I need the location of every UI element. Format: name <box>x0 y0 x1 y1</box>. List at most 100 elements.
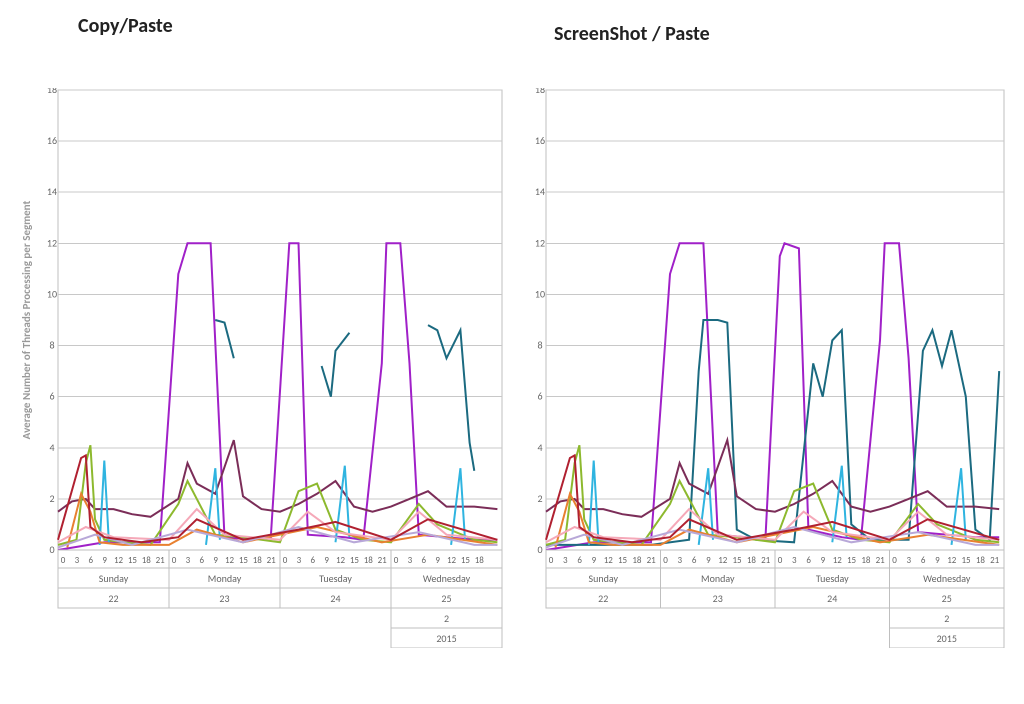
svg-text:18: 18 <box>47 88 57 96</box>
svg-text:25: 25 <box>441 592 451 605</box>
svg-text:18: 18 <box>861 555 871 566</box>
svg-text:10: 10 <box>47 287 57 300</box>
svg-text:9: 9 <box>935 555 940 566</box>
svg-text:Monday: Monday <box>208 572 242 585</box>
page-root: Copy/Paste ScreenShot / Paste 0246810121… <box>0 0 1024 704</box>
series-line <box>428 325 474 471</box>
series-line <box>832 466 846 543</box>
svg-text:9: 9 <box>821 555 826 566</box>
svg-text:12: 12 <box>833 555 843 566</box>
svg-text:12: 12 <box>225 555 235 566</box>
svg-text:0: 0 <box>283 555 288 566</box>
svg-text:15: 15 <box>350 555 360 566</box>
svg-text:23: 23 <box>219 592 229 605</box>
svg-text:12: 12 <box>718 555 728 566</box>
svg-text:21: 21 <box>267 555 277 566</box>
svg-text:6: 6 <box>199 555 204 566</box>
svg-text:18: 18 <box>364 555 374 566</box>
svg-text:14: 14 <box>47 185 57 198</box>
svg-text:Wednesday: Wednesday <box>423 572 471 585</box>
svg-text:6: 6 <box>310 555 315 566</box>
svg-text:3: 3 <box>678 555 683 566</box>
chart-title-left: Copy/Paste <box>78 14 173 38</box>
svg-text:25: 25 <box>942 592 952 605</box>
svg-text:18: 18 <box>535 88 545 96</box>
svg-text:0: 0 <box>892 555 897 566</box>
series-line <box>215 320 234 358</box>
svg-text:3: 3 <box>563 555 568 566</box>
svg-text:22: 22 <box>108 592 118 605</box>
svg-text:0: 0 <box>61 555 66 566</box>
svg-text:8: 8 <box>49 339 54 352</box>
svg-text:6: 6 <box>692 555 697 566</box>
svg-text:9: 9 <box>706 555 711 566</box>
svg-text:21: 21 <box>647 555 657 566</box>
svg-text:8: 8 <box>537 339 542 352</box>
svg-text:21: 21 <box>761 555 771 566</box>
svg-text:14: 14 <box>535 185 545 198</box>
svg-text:6: 6 <box>421 555 426 566</box>
svg-text:Monday: Monday <box>701 572 735 585</box>
svg-text:0: 0 <box>537 543 542 556</box>
svg-text:6: 6 <box>537 390 542 403</box>
svg-text:0: 0 <box>778 555 783 566</box>
svg-text:Sunday: Sunday <box>589 572 619 585</box>
svg-text:3: 3 <box>297 555 302 566</box>
svg-text:12: 12 <box>535 236 545 249</box>
svg-text:0: 0 <box>663 555 668 566</box>
svg-text:16: 16 <box>535 134 545 147</box>
svg-text:9: 9 <box>592 555 597 566</box>
svg-text:Sunday: Sunday <box>99 572 129 585</box>
svg-text:15: 15 <box>128 555 138 566</box>
svg-text:12: 12 <box>604 555 614 566</box>
svg-text:3: 3 <box>408 555 413 566</box>
svg-text:18: 18 <box>632 555 642 566</box>
svg-text:3: 3 <box>907 555 912 566</box>
svg-text:4: 4 <box>49 441 54 454</box>
series-line <box>546 440 999 517</box>
svg-text:15: 15 <box>461 555 471 566</box>
series-line <box>546 509 999 542</box>
svg-text:6: 6 <box>49 390 54 403</box>
svg-text:15: 15 <box>618 555 628 566</box>
svg-text:18: 18 <box>142 555 152 566</box>
series-line <box>336 466 350 543</box>
svg-text:6: 6 <box>921 555 926 566</box>
chart-right: 0246810121416180369121518210369121518210… <box>522 88 1008 648</box>
svg-text:Wednesday: Wednesday <box>923 572 971 585</box>
svg-text:15: 15 <box>733 555 743 566</box>
svg-text:21: 21 <box>876 555 886 566</box>
svg-text:24: 24 <box>330 592 340 605</box>
svg-text:16: 16 <box>47 134 57 147</box>
svg-text:21: 21 <box>990 555 1000 566</box>
svg-text:15: 15 <box>239 555 249 566</box>
svg-text:0: 0 <box>549 555 554 566</box>
svg-text:0: 0 <box>49 543 54 556</box>
svg-text:9: 9 <box>102 555 107 566</box>
series-line <box>58 440 497 517</box>
svg-text:3: 3 <box>186 555 191 566</box>
svg-text:12: 12 <box>336 555 346 566</box>
svg-text:21: 21 <box>378 555 388 566</box>
svg-text:18: 18 <box>475 555 485 566</box>
svg-text:4: 4 <box>537 441 542 454</box>
svg-text:Tuesday: Tuesday <box>319 572 352 585</box>
y-axis-title: Average Number of Threads Processing per… <box>20 201 33 440</box>
svg-text:9: 9 <box>435 555 440 566</box>
svg-text:6: 6 <box>577 555 582 566</box>
svg-text:6: 6 <box>88 555 93 566</box>
svg-text:0: 0 <box>172 555 177 566</box>
chart-left: 024681012141618Average Number of Threads… <box>20 88 506 648</box>
svg-text:18: 18 <box>976 555 986 566</box>
svg-text:21: 21 <box>156 555 166 566</box>
svg-text:3: 3 <box>792 555 797 566</box>
series-line <box>322 333 350 397</box>
svg-text:2: 2 <box>444 612 449 625</box>
svg-text:12: 12 <box>47 236 57 249</box>
svg-text:12: 12 <box>447 555 457 566</box>
svg-text:2: 2 <box>49 492 54 505</box>
svg-text:23: 23 <box>713 592 723 605</box>
series-line <box>58 509 497 542</box>
svg-text:2015: 2015 <box>436 632 456 645</box>
svg-text:18: 18 <box>747 555 757 566</box>
